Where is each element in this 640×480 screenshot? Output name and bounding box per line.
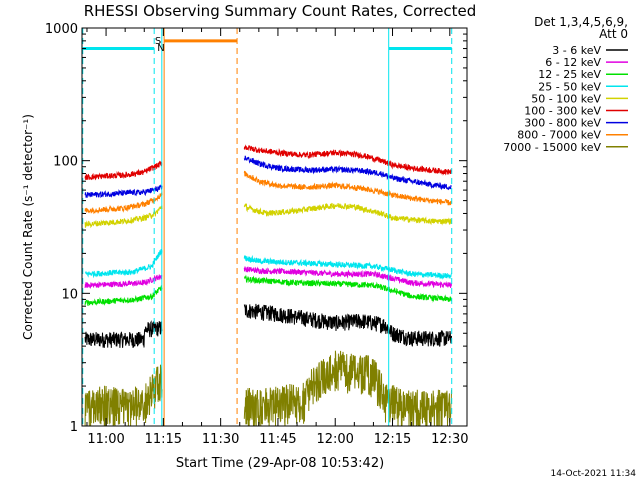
series-line-3-seg2 [244,274,452,303]
legend-label-3: 12 - 25 keV [538,68,601,81]
axes-layer: 11:00 11:15 11:30 11:45 12:00 12:15 12:30 1 10 10… [45,22,469,447]
x-tick-label-5: 12:00 [316,432,353,447]
series-line-8-seg1 [84,190,163,215]
series-line-6-seg1 [84,160,163,181]
series-layer [84,144,452,426]
legend-label-9: 7000 - 15000 keV [503,141,601,154]
series-line-5-seg2 [243,202,452,226]
y-tick-label-2: 10 [61,287,78,302]
x-tick-label-1: 11:00 [87,432,124,447]
series-line-1-seg1 [84,320,163,348]
series-line-4-seg1 [84,248,163,279]
series-line-4-seg2 [243,254,452,280]
footer-date: 14-Oct-2021 11:34 [551,469,637,479]
legend-label-5: 50 - 100 keV [531,92,601,105]
x-tick-label-7: 12:30 [431,432,468,447]
y-axis-label: Corrected Count Rate (s⁻¹ detector⁻¹) [21,114,35,340]
series-line-5-seg1 [84,205,163,229]
legend-label-8: 800 - 7000 keV [517,129,601,142]
series-line-2-seg2 [243,266,452,289]
legend-label-4: 25 - 50 keV [538,80,601,93]
x-axis-label: Start Time (29-Apr-08 10:53:42) [176,456,384,471]
series-line-7-seg2 [243,155,452,191]
series-line-2-seg1 [84,274,163,289]
y-tick-label-4: 1000 [45,22,78,37]
series-line-3-seg1 [84,285,163,306]
series-line-8-seg2 [243,170,452,206]
series-line-7-seg1 [84,184,163,199]
legend-header-line-1: Det 1,3,4,5,6,9, [534,15,628,29]
flag-n-label: N [157,43,164,54]
y-tick-label-3: 100 [53,155,78,170]
legend-label-2: 6 - 12 keV [545,56,601,69]
legend-header-line-2: Att 0 [599,27,628,41]
x-tick-label-4: 11:45 [259,432,296,447]
series-line-9-seg2 [243,350,452,426]
marker-layer [82,28,453,426]
x-tick-label-2: 11:15 [145,432,182,447]
series-line-9-seg1 [84,364,163,426]
chart-title: RHESSI Observing Summary Count Rates, Co… [84,2,477,20]
y-tick-label-1: 1 [70,420,78,435]
x-tick-label-6: 12:15 [374,432,411,447]
series-line-1-seg2 [243,303,452,347]
series-line-6-seg2 [243,144,452,176]
legend-label-6: 100 - 300 keV [524,105,601,118]
legend-label-1: 3 - 6 keV [552,44,601,57]
x-tick-label-3: 11:30 [202,432,239,447]
plot-frame [81,27,468,427]
legend-label-7: 300 - 800 keV [524,117,601,130]
flag-s-label: S [155,36,161,47]
